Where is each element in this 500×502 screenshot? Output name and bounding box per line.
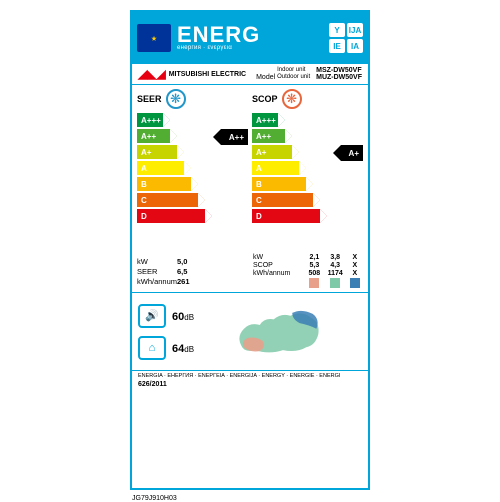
brand-row: ◢◣◢ MITSUBISHI ELECTRIC Model Indoor uni… bbox=[132, 64, 368, 85]
rating-arrow: A+ bbox=[137, 145, 248, 159]
stat-row: kWh/annum5081174X bbox=[252, 269, 363, 277]
rating-pointer: A+ bbox=[341, 145, 363, 161]
brand-logo-icon: ◢◣◢ bbox=[138, 67, 166, 81]
europe-map bbox=[204, 299, 362, 364]
indoor-sound: 🔊 60dB bbox=[138, 304, 194, 328]
seer-title: SEER bbox=[137, 94, 162, 104]
lang-badge: IA bbox=[347, 39, 363, 53]
speaker-icon: 🔊 bbox=[138, 304, 166, 328]
lang-badges: Y IJA IE IA bbox=[329, 23, 363, 53]
stat-row: SEER6,5 bbox=[137, 267, 248, 276]
energy-words: ENERGIA · ЕНЕРГИЯ · ΕΝΕΡΓΕΙΑ · ENERGIJA … bbox=[138, 373, 340, 379]
indoor-sound-value: 60 bbox=[172, 311, 184, 323]
header: ⋆ ENERG енергия · ενεργεια Y IJA IE IA bbox=[132, 12, 368, 64]
brand: ◢◣◢ MITSUBISHI ELECTRIC bbox=[138, 67, 246, 81]
heating-fan-icon: ❋ bbox=[282, 89, 302, 109]
outdoor-sound: ⌂ 64dB bbox=[138, 336, 194, 360]
seer-column: SEER ❋ A+++A++A+ABCDA++ kW5,0SEER6,5kWh/… bbox=[137, 89, 248, 290]
cooling-fan-icon: ❋ bbox=[166, 89, 186, 109]
rating-arrow: D bbox=[252, 209, 363, 223]
stat-row: kW5,0 bbox=[137, 257, 248, 266]
sound-block: 🔊 60dB ⌂ 64dB bbox=[138, 304, 194, 360]
model-info: Model Indoor unit Outdoor unit MSZ-DW50V… bbox=[256, 67, 362, 81]
stat-row: SCOP5,34,3X bbox=[252, 261, 363, 269]
scop-title: SCOP bbox=[252, 94, 278, 104]
rating-arrow: C bbox=[252, 193, 363, 207]
rating-arrow: A+++ bbox=[252, 113, 363, 127]
stat-row: kW2,13,8X bbox=[252, 253, 363, 261]
scop-stats: kW2,13,8XSCOP5,34,3XkWh/annum5081174X bbox=[252, 253, 363, 290]
lang-badge: Y bbox=[329, 23, 345, 37]
bottom-row: 🔊 60dB ⌂ 64dB bbox=[132, 293, 368, 371]
stat-row: kWh/annum261 bbox=[137, 277, 248, 286]
seer-stats: kW5,0SEER6,5kWh/annum261 bbox=[137, 257, 248, 286]
indoor-model: MSZ-DW50VF bbox=[316, 67, 362, 74]
scop-column: SCOP ❋ A+++A++A+ABCDA+ kW2,13,8XSCOP5,34… bbox=[252, 89, 363, 290]
model-label: Model bbox=[256, 74, 275, 81]
house-icon: ⌂ bbox=[138, 336, 166, 360]
rating-arrow: A+++ bbox=[137, 113, 248, 127]
seer-arrows: A+++A++A+ABCDA++ bbox=[137, 113, 248, 253]
lang-badge: IJA bbox=[347, 23, 363, 37]
regulation: 626/2011 bbox=[132, 381, 368, 390]
product-code: JG79J910H03 bbox=[132, 495, 177, 502]
title: ENERG bbox=[177, 25, 325, 45]
indoor-label: Indoor unit bbox=[277, 67, 305, 73]
rating-arrow: B bbox=[137, 177, 248, 191]
outdoor-model: MUZ-DW50VF bbox=[316, 74, 362, 81]
rating-arrow: A++ bbox=[252, 129, 363, 143]
scop-arrows: A+++A++A+ABCDA+ bbox=[252, 113, 363, 253]
outdoor-sound-value: 64 bbox=[172, 343, 184, 355]
lang-badge: IE bbox=[329, 39, 345, 53]
rating-pointer: A++ bbox=[221, 129, 248, 145]
rating-arrow: D bbox=[137, 209, 248, 223]
energy-label: ⋆ ENERG енергия · ενεργεια Y IJA IE IA ◢… bbox=[130, 10, 370, 490]
rating-arrow: B bbox=[252, 177, 363, 191]
rating-arrow: A bbox=[252, 161, 363, 175]
outdoor-label: Outdoor unit bbox=[277, 74, 310, 80]
outdoor-sound-unit: dB bbox=[184, 345, 194, 354]
rating-arrow: C bbox=[137, 193, 248, 207]
footer-words: ENERGIA · ЕНЕРГИЯ · ΕΝΕΡΓΕΙΑ · ENERGIJA … bbox=[132, 371, 368, 381]
brand-name: MITSUBISHI ELECTRIC bbox=[169, 71, 246, 78]
eu-flag-icon: ⋆ bbox=[137, 24, 171, 52]
title-block: ENERG енергия · ενεργεια bbox=[177, 25, 325, 51]
main-ratings: SEER ❋ A+++A++A+ABCDA++ kW5,0SEER6,5kWh/… bbox=[132, 85, 368, 293]
indoor-sound-unit: dB bbox=[184, 313, 194, 322]
rating-arrow: A bbox=[137, 161, 248, 175]
